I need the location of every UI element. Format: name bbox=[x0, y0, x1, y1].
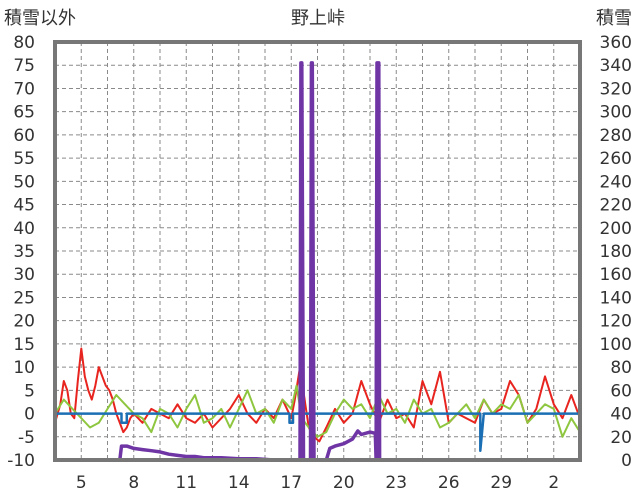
left-tick-label-6: 50 bbox=[13, 172, 35, 192]
right-tick-label-12: 120 bbox=[600, 312, 632, 332]
series-line-2 bbox=[55, 412, 580, 452]
x-tick-label-0: 5 bbox=[76, 473, 87, 493]
right-tick-label-14: 80 bbox=[610, 358, 632, 378]
left-tick-label-10: 30 bbox=[13, 265, 35, 285]
right-tick-label-16: 40 bbox=[610, 405, 632, 425]
right-tick-label-5: 260 bbox=[600, 149, 632, 169]
grid bbox=[55, 42, 580, 460]
right-tick-label-0: 360 bbox=[600, 33, 632, 53]
x-tick-label-6: 23 bbox=[385, 473, 407, 493]
left-tick-label-9: 35 bbox=[13, 242, 35, 262]
left-tick-label-17: -5 bbox=[18, 428, 35, 448]
right-tick-label-7: 220 bbox=[600, 196, 632, 216]
left-tick-label-2: 70 bbox=[13, 79, 35, 99]
right-tick-label-10: 160 bbox=[600, 265, 632, 285]
series-group bbox=[54, 61, 581, 462]
left-tick-label-13: 15 bbox=[13, 335, 35, 355]
right-tick-label-2: 320 bbox=[600, 79, 632, 99]
right-tick-label-9: 180 bbox=[600, 242, 632, 262]
x-tick-label-9: 2 bbox=[548, 473, 559, 493]
right-tick-labels: 3603403203002802602402202001801601401201… bbox=[600, 33, 632, 471]
right-tick-label-8: 200 bbox=[600, 219, 632, 239]
x-tick-label-1: 8 bbox=[128, 473, 139, 493]
right-tick-label-11: 140 bbox=[600, 288, 632, 308]
x-tick-label-3: 14 bbox=[228, 473, 250, 493]
right-tick-label-1: 340 bbox=[600, 56, 632, 76]
x-tick-label-4: 17 bbox=[280, 473, 302, 493]
right-tick-label-6: 240 bbox=[600, 172, 632, 192]
left-axis-label: 積雪以外 bbox=[4, 8, 76, 29]
left-tick-label-0: 80 bbox=[13, 33, 35, 53]
left-tick-label-11: 25 bbox=[13, 288, 35, 308]
right-tick-label-3: 300 bbox=[600, 103, 632, 123]
left-tick-label-5: 55 bbox=[13, 149, 35, 169]
right-tick-label-18: 0 bbox=[621, 451, 632, 471]
left-tick-label-12: 20 bbox=[13, 312, 35, 332]
plot-frame bbox=[53, 40, 582, 462]
x-tick-label-2: 11 bbox=[175, 473, 197, 493]
right-tick-label-17: 20 bbox=[610, 428, 632, 448]
x-tick-label-7: 26 bbox=[438, 473, 460, 493]
left-tick-label-3: 65 bbox=[13, 103, 35, 123]
right-axis-label: 積雪 bbox=[596, 8, 632, 29]
left-tick-label-14: 10 bbox=[13, 358, 35, 378]
left-tick-label-15: 5 bbox=[24, 381, 35, 401]
left-tick-label-1: 75 bbox=[13, 56, 35, 76]
x-tick-label-8: 29 bbox=[490, 473, 512, 493]
left-tick-label-4: 60 bbox=[13, 126, 35, 146]
chart-title: 野上峠 bbox=[291, 8, 345, 29]
series-line-3 bbox=[55, 61, 580, 462]
left-tick-label-18: -10 bbox=[7, 451, 35, 471]
right-tick-label-4: 280 bbox=[600, 126, 632, 146]
x-tick-label-5: 20 bbox=[333, 473, 355, 493]
series-line-0 bbox=[54, 347, 581, 443]
right-tick-label-15: 60 bbox=[610, 381, 632, 401]
right-tick-label-13: 100 bbox=[600, 335, 632, 355]
left-tick-label-7: 45 bbox=[13, 196, 35, 216]
left-tick-label-16: 0 bbox=[24, 405, 35, 425]
x-tick-labels: 5 8 11 14 17 20 23 26 29 2 bbox=[76, 473, 559, 493]
left-tick-label-8: 40 bbox=[13, 219, 35, 239]
